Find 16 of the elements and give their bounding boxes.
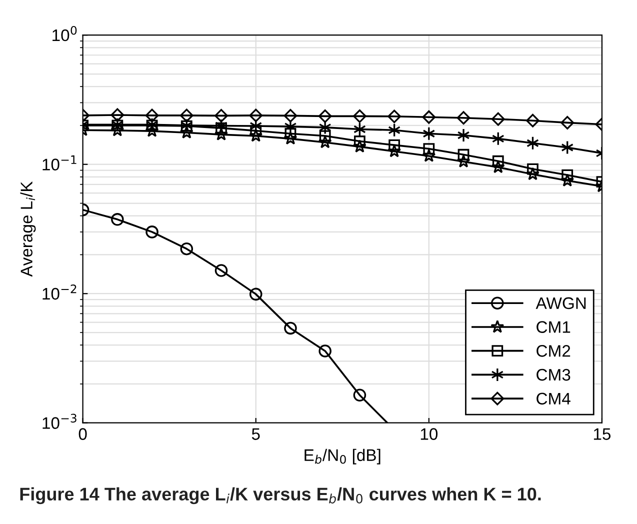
y-axis-title: Average L$_{i}$/K [20,181,36,277]
x-tick-label: 0 [78,428,87,440]
y-tick-label: 10$^{0}$ [52,26,77,42]
y-tick-label: 10$^{−2}$ [42,284,76,300]
x-axis-title: E$_{b}$/N$_{0}$ [dB] [304,448,380,464]
legend-label: CM3 [536,368,570,381]
x-tick-label: 5 [252,428,260,440]
y-tick-label: 10$^{−1}$ [42,155,76,170]
legend-label: CM1 [536,321,570,333]
legend-label: CM2 [536,345,570,357]
x-tick-label: 10 [420,428,438,440]
legend-label: CM4 [536,392,570,405]
x-tick-label: 15 [594,428,611,440]
legend-label: AWGN [536,297,586,310]
y-tick-label: 10$^{−3}$ [42,414,76,429]
caption: Figure 14 The average L$_{i}$/K versus E$_{b}$/N$_{0}$ curves when K = 10. [20,487,541,504]
